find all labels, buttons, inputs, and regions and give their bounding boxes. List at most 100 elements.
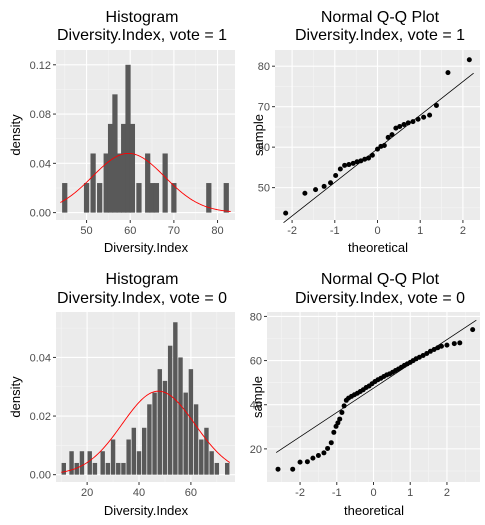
x-tick-label: 70 — [168, 225, 180, 237]
subtitle: Diversity.Index, vote = 0 — [295, 290, 465, 307]
x-axis-label: theoretical — [348, 240, 408, 255]
data-point — [393, 125, 399, 131]
data-point — [424, 351, 430, 357]
x-tick-label: 2 — [460, 225, 466, 237]
chart-top-right: Normal Q-Q Plot Diversity.Index, vote = … — [251, 9, 480, 255]
data-point — [421, 114, 427, 120]
bar — [171, 183, 177, 213]
bar — [69, 451, 74, 475]
bar — [131, 427, 137, 475]
x-tick-label: 2 — [444, 487, 450, 499]
x-tick-label: 80 — [211, 225, 223, 237]
bar — [92, 462, 98, 475]
y-tick-label: 50 — [258, 183, 270, 195]
data-point — [350, 160, 356, 166]
x-axis-label: Diversity.Index — [104, 503, 189, 518]
data-point — [337, 166, 343, 172]
data-point — [451, 341, 457, 347]
ticks: -2 -1 0 1 2 50 60 70 80 — [258, 61, 466, 237]
marks — [275, 319, 477, 472]
bar — [116, 153, 122, 213]
data-point — [457, 340, 463, 346]
bar — [206, 183, 212, 213]
y-tick-label: 60 — [258, 142, 270, 154]
y-tick-label: 80 — [250, 311, 262, 323]
data-point — [385, 134, 391, 140]
x-axis-label: theoretical — [344, 503, 404, 518]
data-point — [433, 102, 439, 108]
subtitle: Diversity.Index, vote = 1 — [57, 27, 227, 44]
marks — [61, 322, 231, 475]
x-tick-label: 20 — [81, 487, 93, 499]
chart-top-left: Histogram Diversity.Index, vote = 1 50 60… — [8, 9, 235, 255]
bar — [129, 123, 136, 213]
bar — [152, 392, 157, 475]
data-point — [410, 119, 416, 125]
subtitle: Diversity.Index, vote = 1 — [295, 27, 465, 44]
bar — [162, 153, 168, 213]
data-point — [470, 327, 476, 333]
data-point — [328, 440, 334, 446]
bar — [223, 183, 229, 213]
ticks: 50 60 70 80 0.00 0.04 0.08 0.12 — [30, 60, 224, 237]
bar — [74, 462, 79, 475]
bar — [149, 183, 155, 213]
data-point — [375, 146, 380, 152]
bar — [107, 123, 114, 213]
bar — [188, 369, 194, 475]
bar — [147, 404, 152, 475]
bar — [121, 462, 126, 475]
bar — [214, 462, 220, 475]
y-tick-label: 0.00 — [30, 208, 51, 220]
data-point — [342, 162, 348, 168]
data-point — [328, 180, 334, 186]
data-point — [397, 124, 403, 129]
x-tick-label: -2 — [287, 225, 297, 237]
data-point — [302, 190, 308, 196]
bar — [87, 451, 92, 475]
density-curve — [61, 390, 231, 473]
y-tick-label: 0.04 — [30, 352, 51, 364]
x-tick-label: 60 — [124, 225, 136, 237]
data-point — [290, 466, 296, 472]
data-point — [310, 455, 316, 461]
bar — [100, 451, 105, 475]
bar — [136, 451, 142, 475]
data-point — [369, 152, 375, 158]
bar — [103, 153, 109, 213]
bar — [209, 451, 214, 475]
y-tick-label: 0.12 — [30, 60, 51, 72]
data-point — [420, 352, 426, 358]
x-tick-label: -1 — [330, 225, 340, 237]
ticks: -2 -1 0 1 2 20 40 60 80 — [250, 311, 450, 499]
data-point — [444, 342, 450, 348]
x-tick-label: 60 — [185, 487, 197, 499]
x-tick-label: 50 — [80, 225, 92, 237]
title: Normal Q-Q Plot — [321, 9, 440, 26]
bar — [83, 183, 90, 213]
data-point — [304, 459, 310, 465]
data-point — [341, 403, 347, 409]
y-tick-label: 0.00 — [30, 470, 51, 482]
bar — [90, 153, 96, 213]
data-point — [313, 187, 319, 193]
data-point — [275, 466, 281, 472]
bar — [145, 153, 151, 213]
bar — [173, 322, 178, 475]
x-tick-label: 0 — [374, 225, 380, 237]
bar — [193, 404, 199, 475]
y-axis-label: density — [8, 376, 23, 418]
bar — [112, 94, 118, 213]
data-point — [321, 183, 327, 189]
bar — [162, 380, 168, 475]
data-point — [445, 70, 451, 76]
bar — [199, 439, 204, 475]
bar — [157, 369, 162, 475]
bar — [61, 462, 66, 475]
bar — [167, 345, 173, 475]
data-point — [283, 210, 289, 216]
subtitle: Diversity.Index, vote = 0 — [57, 290, 227, 307]
x-tick-label: 40 — [133, 487, 145, 499]
data-point — [337, 416, 343, 422]
x-tick-label: 1 — [407, 487, 413, 499]
